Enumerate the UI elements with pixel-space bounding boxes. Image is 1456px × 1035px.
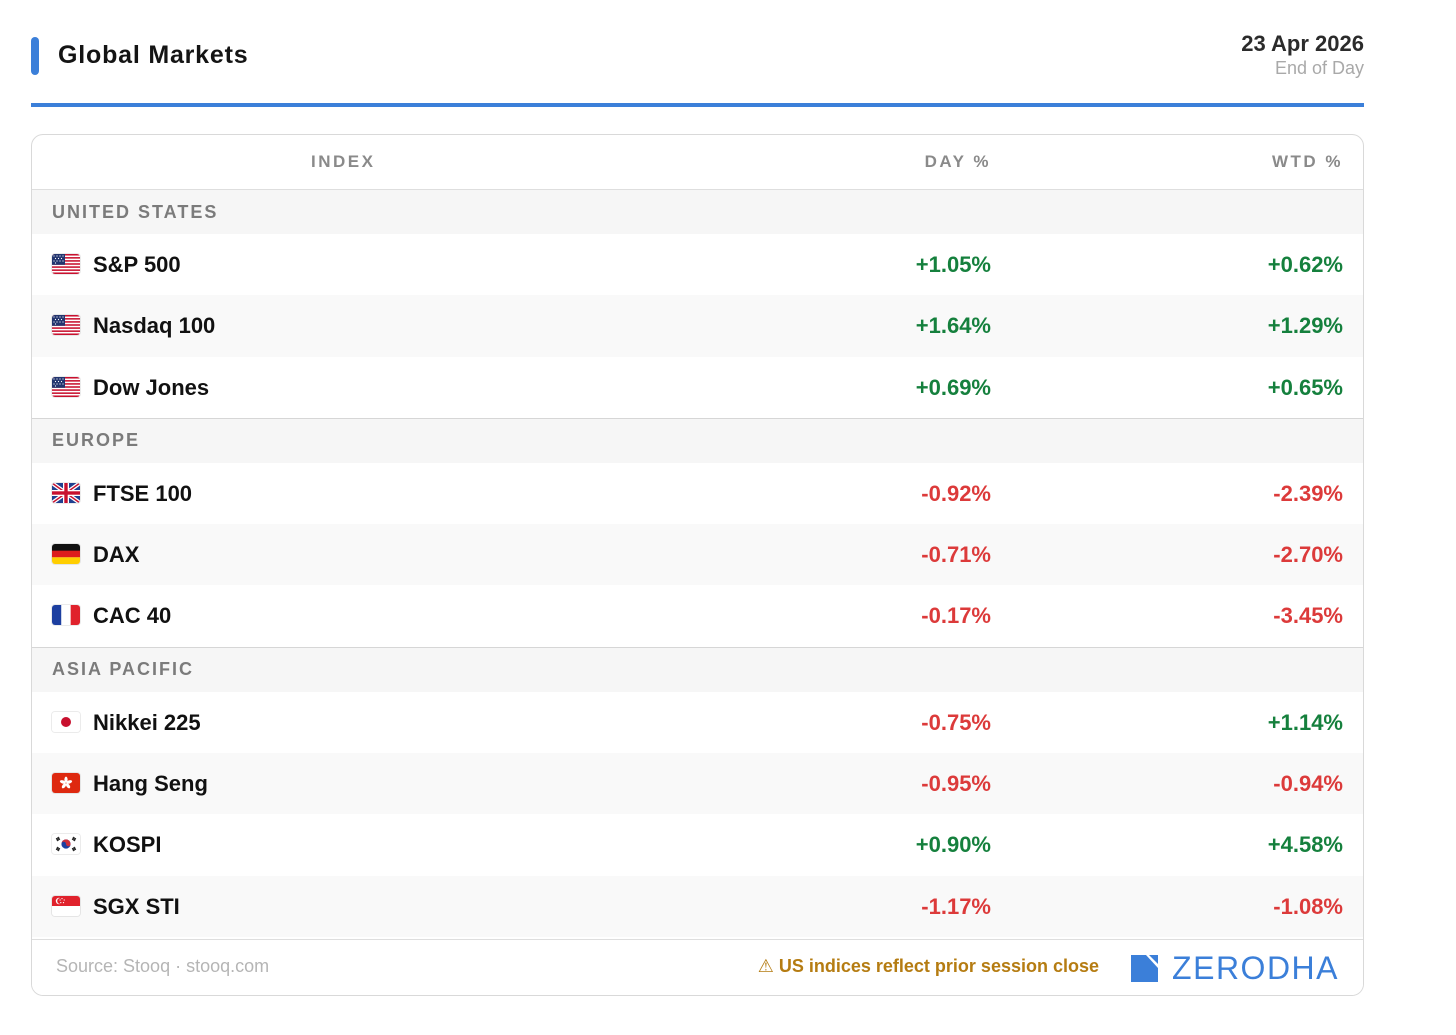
table-row: Nasdaq 100 +1.64% +1.29% xyxy=(32,295,1363,357)
brand-logo: ZERODHA xyxy=(1131,951,1339,985)
footer: Source: Stooq · stooq.com ⚠ US indices r… xyxy=(32,939,1363,995)
table-row: FTSE 100 -0.92% -2.39% xyxy=(32,462,1363,525)
wtd-change-value: +1.29% xyxy=(1267,313,1343,339)
index-name: FTSE 100 xyxy=(93,480,193,506)
region-header-europe: EUROPE xyxy=(32,417,1363,463)
table-row: KOSPI +0.90% +4.58% xyxy=(32,814,1363,876)
us-flag-icon xyxy=(52,254,80,274)
day-change-value: -0.92% xyxy=(921,480,991,506)
day-change-value: -1.17% xyxy=(921,893,991,919)
fr-flag-icon xyxy=(52,605,80,626)
wtd-change-value: -0.94% xyxy=(1273,771,1343,797)
header: Global Markets 23 Apr 2026 End of Day xyxy=(31,28,1364,104)
table-header: INDEX DAY % WTD % xyxy=(32,135,1363,190)
report-date: 23 Apr 2026 xyxy=(1241,31,1364,56)
index-name: CAC 40 xyxy=(93,603,172,629)
wtd-change-value: +0.65% xyxy=(1267,374,1343,400)
day-change-value: -0.17% xyxy=(921,603,991,629)
column-header-wtd: WTD % xyxy=(1271,152,1343,171)
table-body: UNITED STATES S&P 500 +1.05% +0.62% Nasdaq 1… xyxy=(32,190,1363,937)
day-change-value: +1.64% xyxy=(915,313,991,339)
us-flag-icon xyxy=(52,315,80,336)
us-flag-icon xyxy=(52,376,80,397)
region-header-united-states: UNITED STATES xyxy=(32,190,1363,234)
wtd-change-value: +1.14% xyxy=(1267,709,1343,735)
date-block: 23 Apr 2026 End of Day xyxy=(1241,31,1364,79)
de-flag-icon xyxy=(52,544,80,565)
day-change-value: +0.90% xyxy=(915,832,991,858)
column-header-index: INDEX xyxy=(311,152,376,171)
table-row: DAX -0.71% -2.70% xyxy=(32,524,1363,586)
table-row: S&P 500 +1.05% +0.62% xyxy=(32,234,1363,296)
uk-flag-icon xyxy=(52,482,80,503)
day-change-value: +1.05% xyxy=(915,252,991,277)
region-header-asia-pacific: ASIA PACIFIC xyxy=(32,646,1363,692)
hk-flag-icon xyxy=(52,773,80,794)
wtd-change-value: +0.62% xyxy=(1267,252,1343,277)
sg-flag-icon xyxy=(52,895,80,916)
index-name: Dow Jones xyxy=(93,374,210,400)
zerodha-logo-icon xyxy=(1131,954,1159,982)
table-row: CAC 40 -0.17% -3.45% xyxy=(32,585,1363,647)
session-warning-note: ⚠ US indices reflect prior session close xyxy=(757,956,1099,976)
wtd-change-value: -2.70% xyxy=(1273,542,1343,568)
day-change-value: +0.69% xyxy=(915,374,991,400)
header-divider xyxy=(31,103,1364,107)
index-name: Nasdaq 100 xyxy=(93,313,216,339)
column-header-day: DAY % xyxy=(924,152,991,171)
source-note: Source: Stooq · stooq.com xyxy=(56,956,270,976)
day-change-value: -0.75% xyxy=(921,709,991,735)
table-row: Hang Seng -0.95% -0.94% xyxy=(32,753,1363,815)
markets-table-card: INDEX DAY % WTD % UNITED STATES S&P 500 +1… xyxy=(31,134,1364,996)
jp-flag-icon xyxy=(52,711,80,732)
wtd-change-value: +4.58% xyxy=(1267,832,1343,858)
wtd-change-value: -3.45% xyxy=(1273,603,1343,629)
page-title: Global Markets xyxy=(58,41,249,69)
day-change-value: -0.95% xyxy=(921,771,991,797)
kr-flag-icon xyxy=(52,834,80,855)
index-name: DAX xyxy=(93,542,140,568)
wtd-change-value: -1.08% xyxy=(1273,893,1343,919)
report-subtitle: End of Day xyxy=(1274,58,1364,78)
index-name: S&P 500 xyxy=(93,252,181,277)
index-name: Nikkei 225 xyxy=(93,709,201,735)
table-row: SGX STI -1.17% -1.08% xyxy=(32,875,1363,937)
table-row: Nikkei 225 -0.75% +1.14% xyxy=(32,691,1363,754)
day-change-value: -0.71% xyxy=(921,542,991,568)
table-row: Dow Jones +0.69% +0.65% xyxy=(32,356,1363,418)
brand-name: ZERODHA xyxy=(1172,950,1339,986)
index-name: Hang Seng xyxy=(93,771,208,797)
wtd-change-value: -2.39% xyxy=(1273,480,1343,506)
index-name: SGX STI xyxy=(93,893,180,919)
index-name: KOSPI xyxy=(93,832,162,858)
title-accent-bar xyxy=(31,37,39,75)
